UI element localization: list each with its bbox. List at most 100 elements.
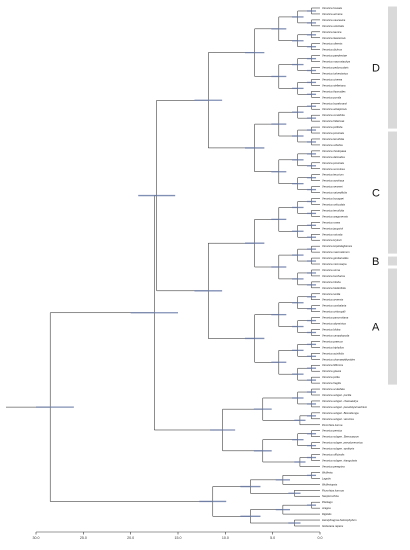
tip-label: Veronica peregrina xyxy=(322,464,345,468)
tip-label: Veronica liwanensis xyxy=(322,36,346,40)
tip-label: Veronica prostrata xyxy=(322,131,344,135)
tip-label: Veronica surculosa xyxy=(322,167,345,171)
tip-label: Veronica persica xyxy=(322,429,342,433)
tip-label: Veronica hederifolia xyxy=(322,286,346,290)
tip-label: Veronica rotunda xyxy=(322,232,343,236)
tip-label: Veronica turkestanica xyxy=(322,71,348,75)
tip-label: Veronica orbiculata xyxy=(322,202,345,206)
clade-bar xyxy=(388,131,397,254)
tip-label: Veronica panormitana xyxy=(322,316,349,320)
tip-label: Veronica oltensis xyxy=(322,42,343,46)
tip-label: Veronica praecox xyxy=(322,339,343,343)
tip-label: Veronica fuscata xyxy=(322,6,342,10)
tip-label: Veronica crista-galli xyxy=(322,310,346,314)
tip-label: Veronica tenuifolia xyxy=(322,208,345,212)
tip-label: Veronica peduncularis xyxy=(322,66,349,70)
clade-bar xyxy=(388,6,397,129)
tip-label: Veronica triphyllos xyxy=(322,345,345,349)
clade-bar xyxy=(388,256,397,266)
tip-label: Veronica microcarpa xyxy=(322,262,347,266)
tip-label: Veronica krylovii xyxy=(322,238,342,242)
tip-label: Veronica subgen. Stenocarpon xyxy=(322,435,359,439)
tip-label: Veronica paederotae xyxy=(322,54,347,58)
tip-label: Plantago xyxy=(322,500,333,504)
tip-label: Veronica orientalis xyxy=(322,24,345,28)
tip-label: Veronica subgen. pseudoveronica xyxy=(322,441,363,445)
tip-label: Veronica pumila xyxy=(322,95,342,99)
tip-label: Veronica scutellata xyxy=(322,387,345,391)
tip-label: Veronica lucida xyxy=(322,292,341,296)
tip-label: Veronica polifolia xyxy=(322,125,343,129)
tip-label: Veronica rosea xyxy=(322,220,340,224)
tip-label: Veronica filiformis xyxy=(322,363,344,367)
tip-label: Veronica subgen. veronica xyxy=(322,417,354,421)
tip-label: Veronica antalyensis xyxy=(322,107,347,111)
tip-label: Veronica abyssinica xyxy=(322,322,346,326)
tip-label: Veronica saturejifolia xyxy=(322,191,347,195)
tip-label: Veronica thymoides xyxy=(322,89,346,93)
tip-label: Veronica gentianoides xyxy=(322,256,349,260)
tip-label: Veronica caucasica xyxy=(322,18,346,22)
tip-label: Veronica tenuifolia xyxy=(322,137,345,141)
tip-label: Veronica senneni xyxy=(322,185,343,189)
tip-label: Veronica subgen. Beccabunga xyxy=(322,411,359,415)
clade-label: A xyxy=(372,322,380,334)
axis-tick-label: 5.0 xyxy=(270,536,275,540)
tip-label: Neopicrorhiza xyxy=(322,494,339,498)
tip-label: Veronica cinerea xyxy=(322,77,343,81)
tip-label: Veronica macrostemon xyxy=(322,250,350,254)
tip-label: Veronica glauca xyxy=(322,369,342,373)
axis-tick-label: 20.0 xyxy=(127,536,134,540)
clade-bars: D C B A xyxy=(372,6,397,385)
tip-label: Veronica austriaca xyxy=(322,179,345,183)
tip-label: Veronica fridericae xyxy=(322,119,345,123)
tip-label: Veronica kopetdaghensis xyxy=(322,244,353,248)
tip-label: Veronica campylopoda xyxy=(322,333,350,337)
tip-label: Wulfenia xyxy=(322,470,333,474)
tip-label: Picrorhiza kurrooa xyxy=(322,488,344,492)
tip-label: Veronica subgen. chamaedrys xyxy=(322,399,359,403)
node-age-bars xyxy=(36,10,317,524)
tip-label: Wulfeniopsis xyxy=(322,482,338,486)
clade-bar xyxy=(388,268,397,385)
tip-label: Veronica cuneifolia xyxy=(322,113,345,117)
tip-label: Veronica bozakmanii xyxy=(322,101,347,105)
clade-label: C xyxy=(372,188,380,200)
tip-label: Hemiphragma heterophyllum xyxy=(322,518,357,522)
axis-tick-label: 0.0 xyxy=(318,536,323,540)
tip-label: Veronica officinalis xyxy=(322,453,345,457)
clade-label: B xyxy=(372,256,379,268)
tip-label: Aragoa xyxy=(321,506,331,510)
tip-labels: Veronica fuscata Veronica armena Veronica … xyxy=(321,6,368,528)
tip-label: Veronica subgen. pocilla xyxy=(322,393,352,397)
tip-label: Veronica stelleriana xyxy=(322,83,346,87)
tip-label: Veronica aragonensis xyxy=(322,214,349,218)
tip-label: Veronica subgen. triangularia xyxy=(322,459,357,463)
axis-tick-label: 25.0 xyxy=(80,536,87,540)
tip-label: Veronica orbelica xyxy=(322,143,343,147)
axis-tick-label: 15.0 xyxy=(175,536,182,540)
tip-label: Veronica biloba xyxy=(322,328,341,332)
tip-label: Veronica dalmatica xyxy=(322,155,345,159)
clade-label: D xyxy=(372,63,380,75)
time-axis: 30.0 25.0 20.0 15.0 10.0 5.0 0.0 xyxy=(33,531,323,540)
tip-label: Veronica jacquinii xyxy=(322,226,343,230)
tip-label: Veronica cymbalaria xyxy=(322,304,347,308)
axis-tick-label: 10.0 xyxy=(222,536,229,540)
tip-label: Veronica taurica xyxy=(322,30,342,34)
tip-label: Veronica polita xyxy=(322,375,340,379)
tip-label: Veronica subgen. pseudolysimachium xyxy=(322,405,368,409)
tip-label: Veronica bucharica xyxy=(322,274,345,278)
axis-tick-label: 30.0 xyxy=(33,536,40,540)
tip-label: Veronica armena xyxy=(322,12,343,16)
tip-label: Picrorhiza kurroa xyxy=(322,423,343,427)
tip-label: Veronica verna xyxy=(322,268,340,272)
tip-label: Veronica acinifolia xyxy=(322,351,344,355)
tip-label: Veronica prostrata xyxy=(322,161,344,165)
tip-label: Globularia repens xyxy=(322,524,344,528)
tip-label: Veronica rhodopaea xyxy=(322,149,347,153)
tip-label: Veronica macrostachya xyxy=(322,60,350,64)
tip-label: Veronica subgen. synthyris xyxy=(322,447,355,451)
tip-label: Veronica bourgaei xyxy=(322,197,344,201)
